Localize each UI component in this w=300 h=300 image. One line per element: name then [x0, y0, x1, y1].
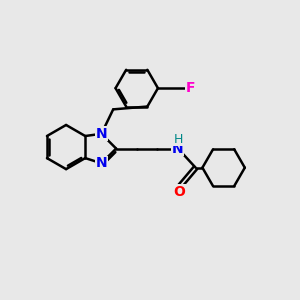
- Text: F: F: [186, 81, 195, 95]
- Text: N: N: [96, 156, 107, 170]
- Text: N: N: [96, 127, 107, 141]
- Text: N: N: [172, 142, 184, 155]
- Text: H: H: [173, 133, 183, 146]
- Text: O: O: [173, 185, 185, 199]
